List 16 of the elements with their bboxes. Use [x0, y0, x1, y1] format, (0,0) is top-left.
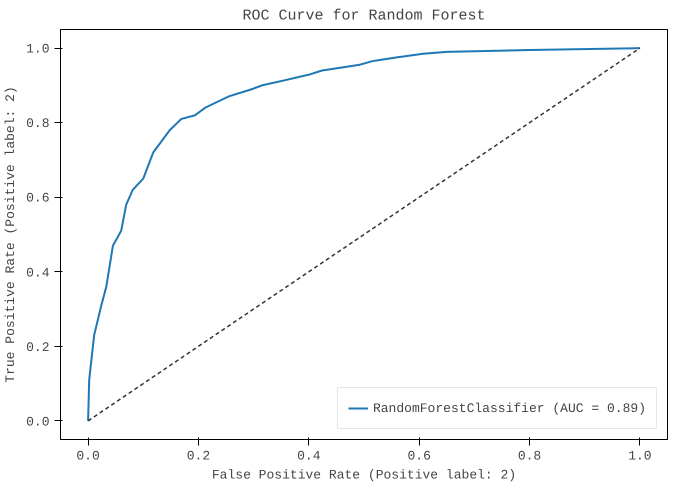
x-tick-label: 0.4: [297, 448, 321, 464]
y-tick-label: 1.0: [26, 42, 50, 57]
x-tick-label: 1.0: [628, 448, 652, 464]
x-tick-label: 0.0: [76, 448, 100, 464]
x-tick-label: 0.6: [407, 448, 431, 464]
x-tick-label: 0.2: [186, 448, 210, 464]
y-tick-label: 0.6: [26, 190, 50, 206]
chart-title: ROC Curve for Random Forest: [242, 8, 486, 24]
y-tick-label: 0.4: [26, 265, 50, 280]
legend-label: RandomForestClassifier (AUC = 0.89): [372, 400, 646, 416]
y-tick-label: 0.0: [26, 414, 50, 430]
y-tick-label: 0.8: [26, 116, 50, 132]
x-axis-title: False Positive Rate (Positive label: 2): [212, 468, 516, 482]
x-tick-label: 0.8: [518, 448, 542, 464]
y-tick-label: 0.2: [26, 340, 50, 355]
y-axis-title: True Positive Rate (Positive label: 2): [3, 86, 18, 383]
